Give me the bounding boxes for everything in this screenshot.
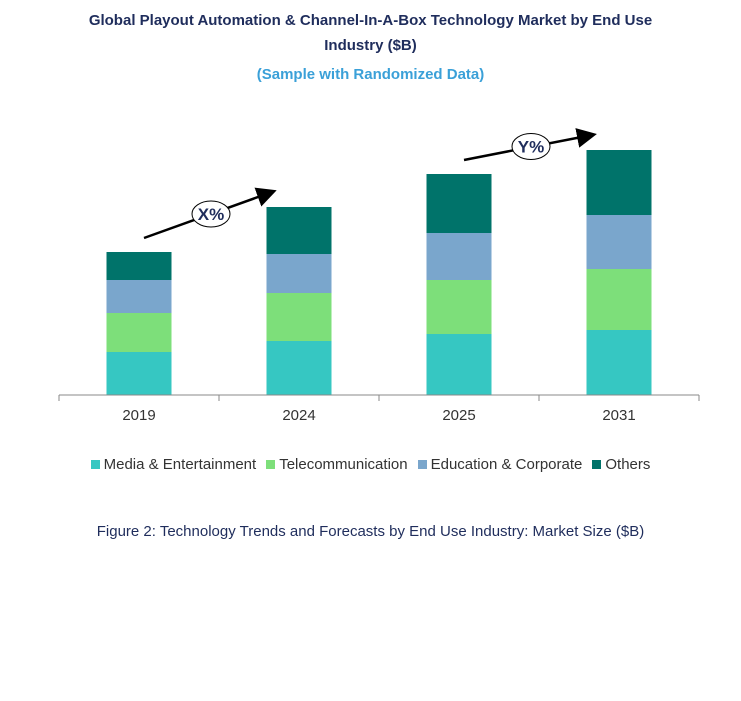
legend-item: Telecommunication bbox=[266, 456, 408, 473]
legend-label: Others bbox=[605, 456, 651, 473]
bar-segment-2031-3 bbox=[586, 150, 652, 215]
x-tick-label-2019: 2019 bbox=[122, 407, 155, 424]
bar-segment-2025-0 bbox=[426, 334, 492, 395]
legend-swatch bbox=[266, 460, 276, 469]
figure-caption: Figure 2: Technology Trends and Forecast… bbox=[96, 523, 645, 540]
bar-segment-2025-3 bbox=[426, 174, 492, 233]
stacked-bar-chart: 2019 2024 2025 2031 X% Y% bbox=[58, 128, 700, 424]
x-tick-label-2024: 2024 bbox=[282, 407, 315, 424]
bar-segment-2019-1 bbox=[106, 313, 172, 352]
x-tick-label-2031: 2031 bbox=[602, 407, 635, 424]
growth-label-bubble-2 bbox=[511, 133, 551, 160]
chart-title-line1: Global Playout Automation & Channel-In-A… bbox=[88, 12, 653, 29]
growth-label-bubble-1 bbox=[191, 200, 231, 228]
legend-swatch bbox=[417, 460, 427, 469]
bar-segment-2019-3 bbox=[106, 252, 172, 280]
chart-subtitle: (Sample with Randomized Data) bbox=[256, 66, 485, 83]
legend-item: Others bbox=[592, 456, 650, 473]
bar-segment-2024-1 bbox=[266, 293, 332, 341]
legend-label: Education & Corporate bbox=[430, 456, 583, 473]
bar-segment-2025-1 bbox=[426, 280, 492, 334]
bar-segment-2031-0 bbox=[586, 330, 652, 395]
legend-item: Media & Entertainment bbox=[90, 456, 257, 473]
bar-segment-2019-2 bbox=[106, 280, 172, 313]
chart-legend: Media & Entertainment Telecommunication Ed… bbox=[0, 456, 741, 473]
growth-label-1: X% bbox=[198, 205, 224, 224]
bar-segment-2031-2 bbox=[586, 215, 652, 269]
x-tick-label-2025: 2025 bbox=[442, 407, 475, 424]
legend-item: Education & Corporate bbox=[417, 456, 583, 473]
legend-swatch bbox=[90, 460, 100, 469]
legend-label: Media & Entertainment bbox=[103, 456, 257, 473]
bar-segment-2025-2 bbox=[426, 233, 492, 280]
bar-segment-2024-2 bbox=[266, 254, 332, 293]
legend-label: Telecommunication bbox=[279, 456, 408, 473]
growth-label-2: Y% bbox=[518, 138, 544, 157]
bar-segment-2024-0 bbox=[266, 341, 332, 395]
bar-segment-2024-3 bbox=[266, 207, 332, 254]
legend-swatch bbox=[592, 460, 602, 469]
chart-title-line2: Industry ($B) bbox=[324, 37, 417, 54]
bar-segment-2031-1 bbox=[586, 269, 652, 330]
bar-segment-2019-0 bbox=[106, 352, 172, 395]
